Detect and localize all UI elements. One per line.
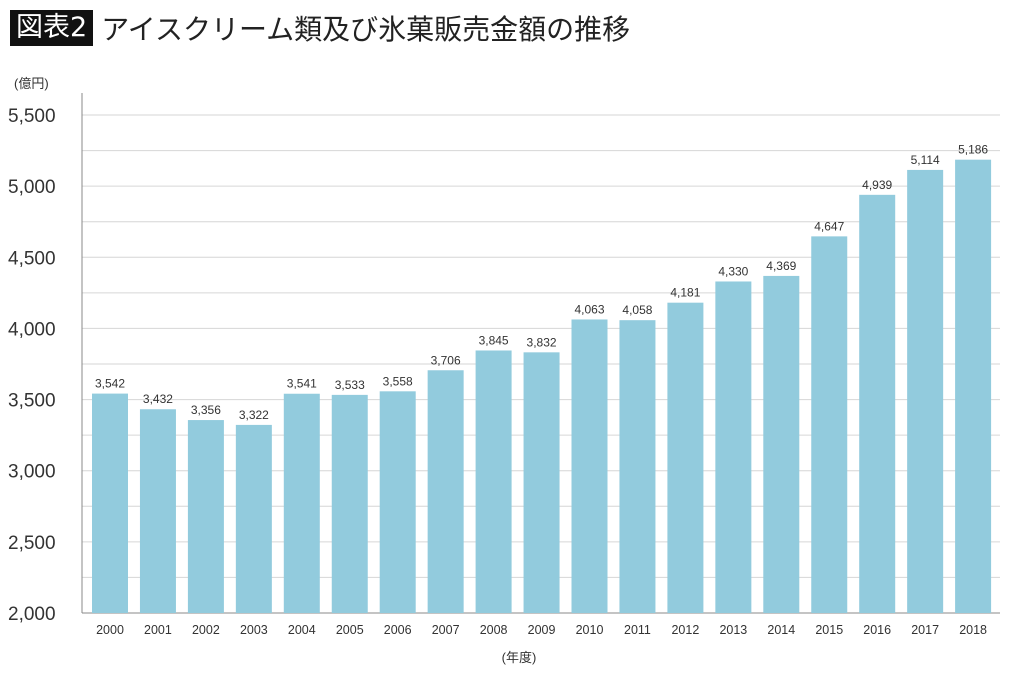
bar-2016 <box>859 194 896 614</box>
bar-2006 <box>379 391 416 613</box>
x-tick-label: 2014 <box>767 623 795 637</box>
bar-2003 <box>235 424 272 613</box>
y-tick-label: 4,000 <box>8 319 56 340</box>
x-tick-label: 2013 <box>719 623 747 637</box>
bar-2015 <box>811 236 848 613</box>
bar-2017 <box>907 169 944 613</box>
data-label: 4,058 <box>622 303 652 317</box>
data-label: 3,845 <box>479 333 509 347</box>
y-tick-label: 3,500 <box>8 391 56 412</box>
data-label: 3,541 <box>287 377 317 391</box>
bar-2009 <box>523 352 560 613</box>
x-tick-label: 2012 <box>671 623 699 637</box>
data-label: 5,186 <box>958 143 988 157</box>
x-tick-label: 2010 <box>576 623 604 637</box>
x-tick-label: 2008 <box>480 623 508 637</box>
x-tick-label: 2011 <box>624 623 651 637</box>
x-tick-label: 2004 <box>288 623 316 637</box>
x-tick-label: 2001 <box>144 623 172 637</box>
bar-2007 <box>427 370 464 613</box>
bar-2014 <box>763 275 800 613</box>
data-label: 3,322 <box>239 408 269 422</box>
data-label: 3,533 <box>335 378 365 392</box>
y-tick-label: 2,000 <box>8 604 56 625</box>
x-tick-label: 2005 <box>336 623 364 637</box>
data-label: 4,369 <box>766 259 796 273</box>
data-label: 4,939 <box>862 178 892 192</box>
bar-2002 <box>187 420 224 613</box>
bar-2005 <box>331 394 368 613</box>
x-tick-label: 2003 <box>240 623 268 637</box>
y-tick-label: 2,500 <box>8 533 56 554</box>
bar-2004 <box>283 393 320 613</box>
data-label: 5,114 <box>911 153 940 167</box>
data-label: 3,356 <box>191 403 221 417</box>
bar-2018 <box>955 159 992 613</box>
y-axis-label: (億円) <box>14 76 49 91</box>
x-tick-label: 2009 <box>528 623 556 637</box>
data-label: 3,832 <box>527 335 557 349</box>
data-label: 3,432 <box>143 392 173 406</box>
chart-header: 図表2 アイスクリーム類及び氷菓販売金額の推移 <box>10 8 630 48</box>
data-label: 4,647 <box>814 219 844 233</box>
data-label: 3,558 <box>383 374 413 388</box>
x-tick-label: 2017 <box>911 623 939 637</box>
data-label: 4,330 <box>718 264 748 278</box>
bar-2013 <box>715 281 752 613</box>
data-label: 4,181 <box>670 286 700 300</box>
bar-2011 <box>619 320 656 613</box>
y-tick-label: 5,000 <box>8 177 56 198</box>
bar-2001 <box>139 409 176 613</box>
bar-2010 <box>571 319 608 613</box>
figure-badge: 図表2 <box>10 10 94 46</box>
x-tick-label: 2000 <box>96 623 124 637</box>
data-label: 3,706 <box>431 353 461 367</box>
y-tick-label: 5,500 <box>8 106 56 127</box>
x-tick-label: 2015 <box>815 623 843 637</box>
x-tick-label: 2006 <box>384 623 412 637</box>
x-tick-label: 2002 <box>192 623 220 637</box>
chart-title: アイスクリーム類及び氷菓販売金額の推移 <box>101 13 631 46</box>
y-tick-label: 4,500 <box>8 248 56 269</box>
bar-2000 <box>92 393 128 613</box>
data-label: 3,542 <box>95 377 125 391</box>
x-tick-label: 2016 <box>863 623 891 637</box>
bar-2012 <box>667 302 704 613</box>
x-tick-label: 2018 <box>959 623 987 637</box>
data-label: 4,063 <box>574 302 604 316</box>
x-axis-label: (年度) <box>502 650 537 665</box>
x-tick-label: 2007 <box>432 623 460 637</box>
y-tick-label: 3,000 <box>8 462 56 483</box>
bar-2008 <box>475 350 512 613</box>
